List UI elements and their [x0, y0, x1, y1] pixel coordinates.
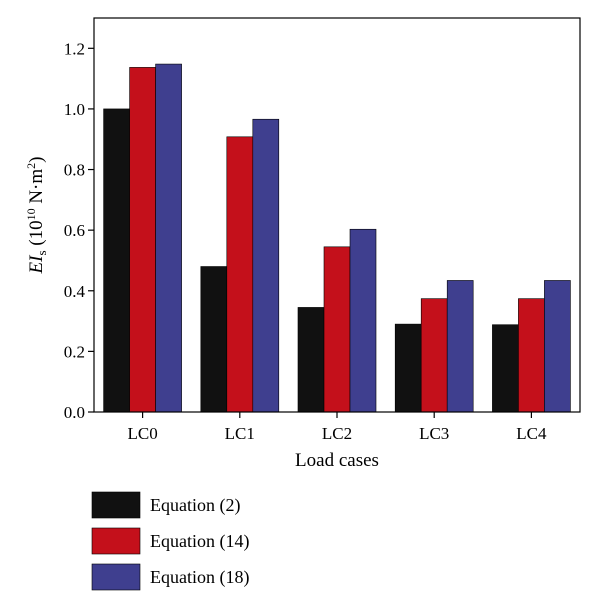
bar-lc2-series-0: [297, 307, 325, 413]
y-axis-title-unit-open: (10: [26, 220, 47, 250]
legend-label: Equation (14): [150, 531, 249, 552]
y-axis-title: EIs (1010 N·m2): [24, 157, 49, 275]
bar-lc0-series-2: [155, 63, 182, 413]
bar-lc0-series-1: [129, 67, 156, 413]
y-axis-title-unit-close: ): [26, 157, 47, 163]
y-axis-title-exp2: 2: [24, 163, 38, 169]
y-tick-label: 0.4: [64, 282, 86, 301]
bar-lc1-series-2: [252, 118, 280, 413]
legend: Equation (2) Equation (14) Equation (18): [91, 491, 249, 591]
bar-lc4-series-2: [544, 280, 571, 413]
x-tick-label: LC3: [419, 424, 449, 443]
y-axis-title-exp1: 10: [24, 208, 38, 220]
bar-lc2-series-2: [349, 228, 377, 413]
x-tick-label: LC4: [516, 424, 547, 443]
y-axis-title-unit-mid: N·m: [26, 169, 47, 209]
bar-lc3-series-1: [420, 298, 448, 413]
legend-swatch: [91, 563, 141, 591]
bar-lc3-series-2: [446, 280, 474, 413]
legend-swatch: [91, 491, 141, 519]
bars-group: [103, 63, 571, 413]
x-axis-ticks: LC0 LC1 LC2 LC3 LC4: [127, 412, 547, 443]
y-tick-label: 0.2: [64, 342, 85, 361]
legend-label: Equation (2): [150, 495, 240, 516]
legend-swatch: [91, 527, 141, 555]
y-axis-title-main: EI: [26, 254, 47, 275]
y-axis-title-sub: s: [34, 250, 49, 255]
plot-frame: [93, 17, 581, 413]
bar-lc4-series-1: [518, 298, 545, 413]
bar-lc1-series-1: [226, 136, 254, 413]
y-tick-label: 0.0: [64, 403, 85, 422]
bar-lc3-series-0: [394, 323, 422, 413]
bar-lc1-series-0: [200, 266, 228, 413]
bar-lc4-series-0: [492, 324, 519, 413]
x-tick-label: LC2: [322, 424, 352, 443]
y-tick-label: 1.2: [64, 39, 85, 58]
x-tick-label: LC1: [225, 424, 255, 443]
legend-label: Equation (18): [150, 567, 249, 588]
y-tick-label: 1.0: [64, 100, 85, 119]
y-axis-ticks: 0.0 0.2 0.4 0.6 0.8 1.0 1.2: [64, 39, 94, 422]
bar-lc2-series-1: [323, 246, 351, 413]
y-tick-label: 0.8: [64, 161, 85, 180]
x-axis-title: Load cases: [295, 450, 379, 471]
x-tick-label: LC0: [127, 424, 157, 443]
y-tick-label: 0.6: [64, 221, 85, 240]
bar-lc0-series-0: [103, 108, 130, 413]
